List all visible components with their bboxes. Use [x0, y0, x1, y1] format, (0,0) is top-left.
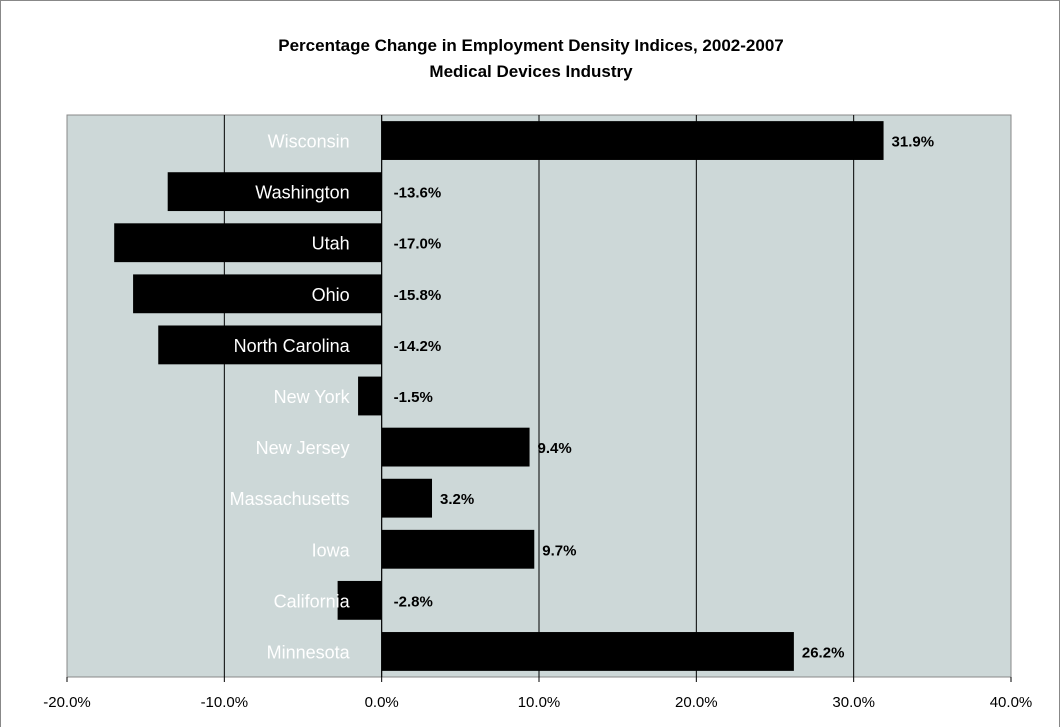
data-label: 31.9%: [892, 134, 935, 151]
category-label: Ohio: [312, 285, 350, 305]
bar-utah: [114, 223, 382, 263]
data-label: -14.2%: [394, 338, 442, 355]
bar-wisconsin: [381, 121, 884, 160]
bar-north-carolina: [158, 325, 382, 365]
data-label: -17.0%: [394, 236, 442, 253]
chart-title: Percentage Change in Employment Density …: [278, 36, 783, 55]
category-label: Minnesota: [267, 642, 351, 662]
x-tick-label: 20.0%: [675, 694, 718, 711]
chart-subtitle: Medical Devices Industry: [429, 62, 633, 81]
category-label: Utah: [312, 234, 350, 254]
bar-iowa: [381, 529, 535, 569]
bar-minnesota: [381, 632, 794, 671]
bar-new-york: [358, 376, 382, 416]
data-label: -13.6%: [394, 185, 442, 202]
data-label: 9.4%: [538, 440, 572, 457]
category-label: New Jersey: [256, 438, 350, 458]
x-tick-label: 40.0%: [990, 694, 1033, 711]
bar-california: [337, 580, 382, 620]
data-label: -1.5%: [394, 389, 433, 406]
category-label: New York: [274, 387, 351, 407]
bars: [114, 121, 884, 671]
x-tick-label: 0.0%: [365, 694, 399, 711]
category-label: Iowa: [312, 540, 351, 560]
bar-washington: [167, 172, 382, 212]
category-label: Wisconsin: [268, 132, 350, 152]
data-label: 3.2%: [440, 491, 474, 508]
data-label: 9.7%: [542, 542, 576, 559]
x-tick-label: 30.0%: [832, 694, 875, 711]
data-label: 26.2%: [802, 644, 845, 661]
bar-massachusetts: [381, 478, 433, 518]
category-labels: Wisconsin Washington Utah Ohio North Carolin…: [230, 132, 351, 663]
data-labels: 31.9% -13.6% -17.0% -15.8% -14.2% -1.5% 9.4% 3.…: [394, 134, 934, 662]
data-label: -2.8%: [394, 593, 433, 610]
bar-ohio: [133, 274, 382, 314]
x-tick-label: -10.0%: [201, 694, 249, 711]
bar-new-jersey: [381, 427, 530, 467]
x-tick-label: 10.0%: [518, 694, 561, 711]
data-label: -15.8%: [394, 287, 442, 304]
x-tick-label: -20.0%: [43, 694, 91, 711]
category-label: California: [274, 591, 351, 611]
x-axis-ticks: -20.0% -10.0% 0.0% 10.0% 20.0% 30.0% 40.0%: [43, 677, 1032, 711]
category-label: Massachusetts: [230, 489, 350, 509]
category-label: Washington: [255, 183, 349, 203]
category-label: North Carolina: [234, 336, 351, 356]
